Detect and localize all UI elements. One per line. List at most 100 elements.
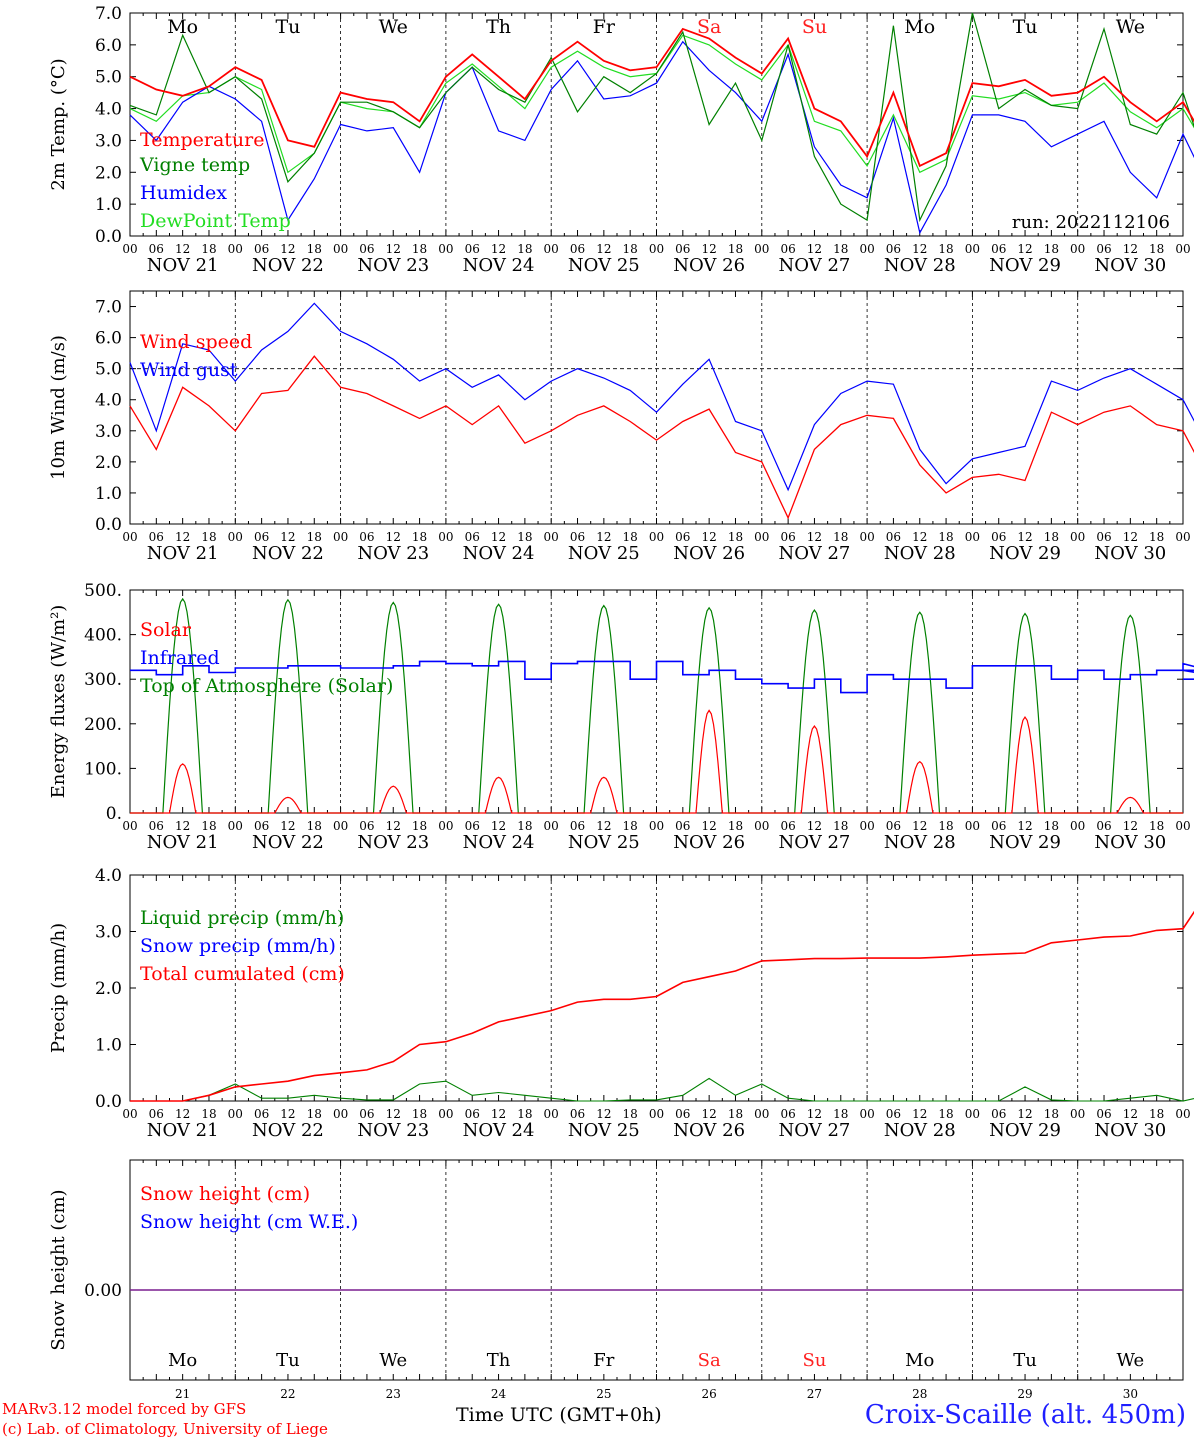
weekday-label: Su	[802, 16, 827, 38]
y-tick-label: 2.0	[95, 453, 122, 473]
weekday-label: Mo	[167, 16, 198, 38]
y-tick-label: 7.0	[95, 4, 122, 24]
hour-tick-label: 06	[254, 530, 269, 544]
hour-tick-label: 12	[807, 530, 822, 544]
legend-infrared: Infrared	[140, 647, 220, 669]
hour-tick-label: 12	[175, 242, 190, 256]
hour-tick-label: 12	[1123, 242, 1138, 256]
hour-tick-label: 00	[649, 1107, 664, 1121]
hour-tick-label: 00	[859, 1107, 874, 1121]
hour-tick-label: 06	[886, 819, 901, 833]
y-tick-label: 0.00	[84, 1281, 122, 1301]
day-number-label: 24	[491, 1387, 507, 1401]
day-number-label: 28	[912, 1387, 927, 1401]
date-label: NOV 28	[884, 832, 956, 853]
day-number-label: 26	[702, 1387, 717, 1401]
legend-snow-height-cm-w-e-: Snow height (cm W.E.)	[140, 1211, 358, 1233]
hour-tick-label: 18	[938, 1107, 953, 1121]
y-tick-label: 0.0	[95, 515, 122, 535]
date-label: NOV 23	[357, 832, 429, 853]
weekday-label: Tu	[275, 16, 300, 38]
date-label: NOV 23	[357, 543, 429, 564]
date-label: NOV 25	[568, 543, 640, 564]
wind-speed-line	[129, 355, 1194, 520]
legend-wind-gust: Wind gust	[140, 359, 238, 381]
hour-tick-label: 18	[201, 530, 216, 544]
y-tick-label: 0.0	[95, 1092, 122, 1112]
date-label: NOV 30	[1094, 1120, 1166, 1141]
hour-tick-label: 12	[175, 1107, 190, 1121]
hour-tick-label: 00	[1070, 242, 1085, 256]
weekday-label: We	[1116, 16, 1145, 38]
weekday-label: Sa	[697, 16, 721, 38]
hour-tick-label: 12	[596, 242, 611, 256]
y-tick-label: 7.0	[95, 298, 122, 318]
hour-tick-label: 18	[833, 530, 848, 544]
weekday-label: Tu	[1013, 16, 1038, 38]
y-tick-label: 2.0	[95, 979, 122, 999]
hour-tick-label: 18	[728, 819, 743, 833]
legend-liquid-precip-mm-h-: Liquid precip (mm/h)	[140, 907, 344, 929]
hour-tick-label: 12	[491, 530, 506, 544]
hour-tick-label: 00	[859, 242, 874, 256]
hour-tick-label: 12	[175, 819, 190, 833]
hour-tick-label: 00	[754, 819, 769, 833]
hour-tick-label: 18	[623, 1107, 638, 1121]
y-tick-label: 1.0	[95, 1036, 122, 1056]
hour-tick-label: 00	[754, 242, 769, 256]
y-tick-label: 2.0	[95, 163, 122, 183]
date-label: NOV 24	[463, 1120, 535, 1141]
hour-tick-label: 00	[859, 530, 874, 544]
y-tick-label: 3.0	[95, 923, 122, 943]
hour-tick-label: 06	[991, 1107, 1006, 1121]
hour-tick-label: 00	[438, 1107, 453, 1121]
hour-tick-label: 00	[859, 819, 874, 833]
day-number-label: 25	[596, 1387, 611, 1401]
hour-tick-label: 18	[728, 242, 743, 256]
hour-tick-label: 18	[833, 819, 848, 833]
date-label: NOV 23	[357, 255, 429, 276]
day-number-label: 21	[175, 1387, 190, 1401]
series-0	[129, 27, 1194, 168]
hour-tick-label: 18	[623, 819, 638, 833]
weekday-label: Th	[486, 16, 511, 38]
hour-tick-label: 06	[149, 530, 164, 544]
hour-tick-label: 00	[544, 530, 559, 544]
date-label: NOV 27	[779, 255, 851, 276]
hour-tick-label: 12	[596, 530, 611, 544]
time-axis-title: Time UTC (GMT+0h)	[456, 1404, 662, 1426]
hour-tick-label: 18	[1044, 530, 1059, 544]
wind-gust-line	[129, 302, 1194, 492]
hour-tick-label: 12	[807, 1107, 822, 1121]
hour-tick-label: 18	[1044, 819, 1059, 833]
hour-tick-label: 12	[702, 530, 717, 544]
date-label: NOV 29	[989, 543, 1061, 564]
y-tick-label: 6.0	[95, 329, 122, 349]
hour-tick-label: 00	[1175, 819, 1190, 833]
y-tick-label: 4.0	[95, 866, 122, 886]
day-number-label: 22	[280, 1387, 295, 1401]
hour-tick-label: 12	[912, 819, 927, 833]
weekday-bottom-label: Mo	[905, 1350, 934, 1371]
hour-tick-label: 00	[228, 530, 243, 544]
hour-tick-label: 00	[228, 1107, 243, 1121]
hour-tick-label: 12	[386, 1107, 401, 1121]
hour-tick-label: 06	[465, 530, 480, 544]
hour-tick-label: 06	[675, 819, 690, 833]
y-axis-title-energy: Energy fluxes (W/m²)	[48, 605, 69, 799]
hour-tick-label: 18	[517, 530, 532, 544]
hour-tick-label: 18	[412, 530, 427, 544]
date-label: NOV 30	[1094, 543, 1166, 564]
date-label: NOV 30	[1094, 255, 1166, 276]
hour-tick-label: 06	[780, 819, 795, 833]
date-label: NOV 26	[673, 1120, 745, 1141]
model-credit: MARv3.12 model forced by GFS	[2, 1400, 247, 1418]
date-label: NOV 22	[252, 543, 324, 564]
weekday-bottom-label: Th	[487, 1350, 511, 1371]
weekday-bottom-label: Su	[802, 1350, 826, 1371]
hour-tick-label: 12	[1017, 242, 1032, 256]
hour-tick-label: 12	[280, 530, 295, 544]
hour-tick-label: 18	[728, 1107, 743, 1121]
hour-tick-label: 18	[517, 819, 532, 833]
